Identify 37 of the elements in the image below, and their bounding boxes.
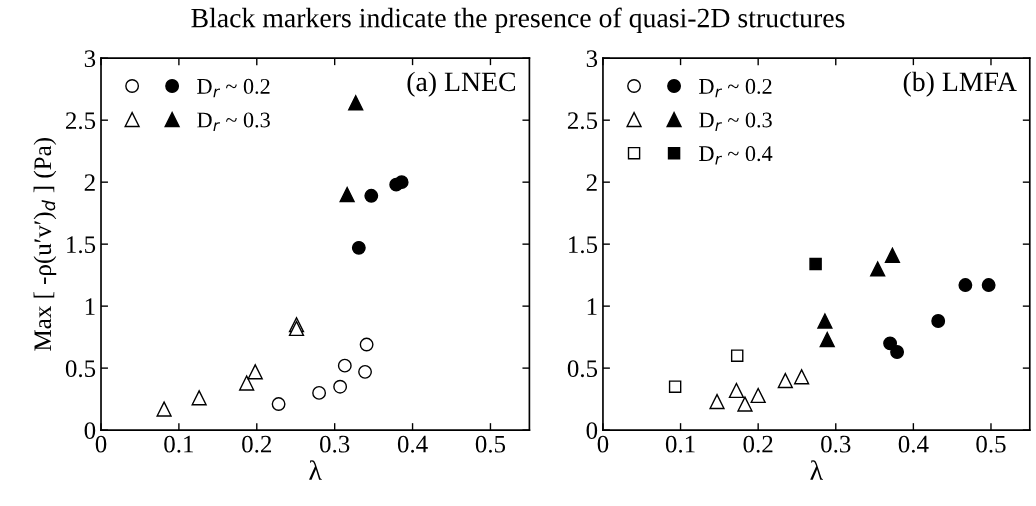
x-tick-label: 0 bbox=[95, 435, 107, 453]
y-tick-label: 1.5 bbox=[569, 236, 598, 254]
y-tick-label: 0 bbox=[84, 422, 96, 440]
y-tick-label: 0.5 bbox=[65, 360, 96, 378]
x-tick-label: 0.2 bbox=[242, 435, 272, 453]
y-tick-label: 2 bbox=[586, 174, 597, 191]
x-tick-label: 0.1 bbox=[665, 435, 695, 453]
x-tick-label: 0.4 bbox=[898, 435, 929, 453]
chart-title: Black markers indicate the presence of quasi-2D structures bbox=[191, 7, 845, 34]
y-tick-label: 2.5 bbox=[567, 112, 598, 130]
y-tick-label: 1 bbox=[85, 298, 95, 315]
legend-label: D$_{r}$ ~ 0.3 bbox=[197, 112, 270, 131]
y-tick-label: 1 bbox=[587, 298, 597, 315]
x-tick-label: 0.2 bbox=[743, 435, 773, 453]
x-tick-label: 0.5 bbox=[475, 435, 506, 453]
legend-label: D$_{r}$ ~ 0.2 bbox=[197, 78, 270, 98]
legend-label: D$_{r}$ ~ 0.4 bbox=[699, 146, 773, 165]
y-tick-label: 0 bbox=[586, 422, 598, 440]
y-tick-label: 1.5 bbox=[67, 236, 96, 254]
y-tick-label: 2.5 bbox=[66, 112, 96, 130]
y-tick-label: 2 bbox=[84, 174, 95, 191]
annotation: (a) LNEC bbox=[407, 71, 516, 97]
x-tick-label: 0.4 bbox=[397, 435, 428, 453]
x-tick-label: 0.1 bbox=[164, 435, 194, 453]
y-tick-label: 3 bbox=[586, 50, 598, 68]
x-axis-title: λ bbox=[309, 460, 322, 480]
x-tick-label: 0.5 bbox=[976, 435, 1006, 453]
y-tick-label: 3 bbox=[84, 50, 96, 68]
y-tick-label: 0.5 bbox=[567, 360, 598, 378]
annotation: (b) LMFA bbox=[903, 71, 1017, 97]
x-tick-label: 0.3 bbox=[320, 435, 350, 453]
x-tick-label: 0 bbox=[597, 435, 609, 453]
x-axis-title: λ bbox=[810, 460, 823, 480]
x-tick-label: 0.3 bbox=[821, 435, 851, 453]
y-axis-title: Max [ -ρ(u′v′)$_{d}$ ] (Pa) bbox=[33, 138, 57, 351]
legend-label: D$_{r}$ ~ 0.3 bbox=[699, 112, 772, 131]
legend-label: D$_{r}$ ~ 0.2 bbox=[699, 78, 772, 98]
